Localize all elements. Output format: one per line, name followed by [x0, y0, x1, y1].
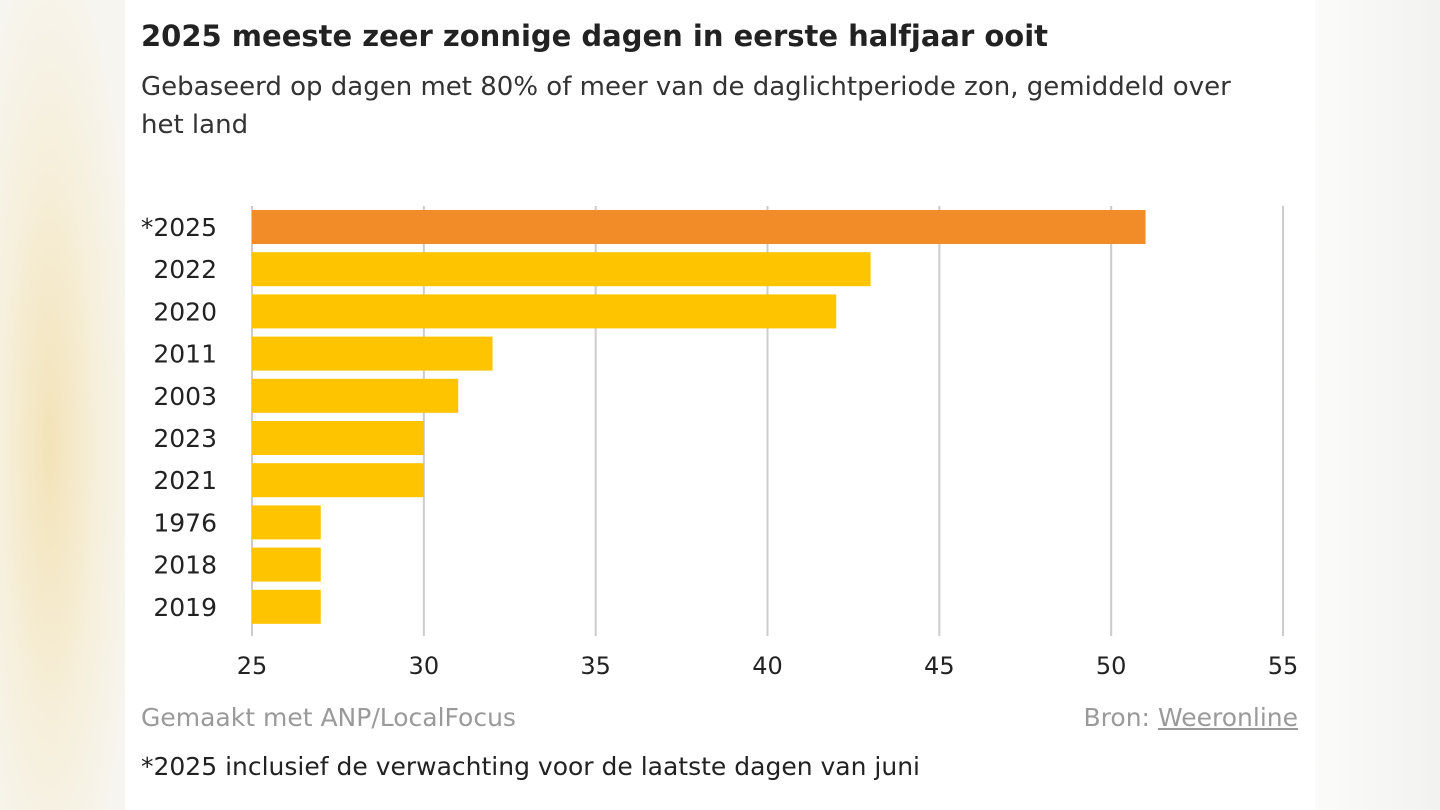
bar-2019	[252, 589, 321, 624]
chart-title: 2025 meeste zeer zonnige dagen in eerste…	[141, 19, 1049, 53]
category-label: 2011	[153, 340, 217, 369]
chart-card: 2025 meeste zeer zonnige dagen in eerste…	[125, 0, 1315, 810]
x-tick-label: 30	[409, 652, 440, 680]
bar-2020	[252, 294, 837, 329]
bar-1976	[252, 505, 321, 540]
category-label: 2022	[153, 255, 217, 284]
category-label: 2021	[153, 466, 217, 495]
bar-2022	[252, 252, 871, 287]
x-tick-labels: 25 30 35 40 45 50 55	[237, 652, 1299, 680]
category-label: 2019	[153, 593, 217, 622]
credit-text: Gemaakt met ANP/LocalFocus	[141, 703, 516, 732]
category-label: 2018	[153, 551, 217, 580]
footnote: *2025 inclusief de verwachting voor de l…	[141, 752, 920, 781]
x-tick-label: 55	[1268, 652, 1299, 680]
background-left	[0, 0, 125, 810]
x-tick-label: 40	[752, 652, 783, 680]
source-line: Bron: Weeronline	[1084, 703, 1298, 732]
bar-2003	[252, 378, 459, 413]
bar-2021	[252, 463, 424, 498]
category-label: *2025	[141, 213, 217, 242]
category-labels: *2025 2022 2020 2011 2003 2023 2021 1976 2018 201…	[141, 213, 217, 622]
bar-2018	[252, 547, 321, 582]
chart-subtitle: Gebaseerd op dagen met 80% of meer van d…	[141, 72, 1231, 140]
bar-2011	[252, 336, 493, 371]
category-label: 2023	[153, 424, 217, 453]
bars	[252, 210, 1146, 624]
x-tick-label: 45	[924, 652, 955, 680]
bar-2023	[252, 421, 424, 455]
source-link[interactable]: Weeronline	[1157, 703, 1298, 732]
bar-star-2025	[252, 210, 1146, 244]
category-label: 2020	[153, 297, 217, 326]
category-label: 2003	[153, 382, 217, 411]
bar-chart: *2025 2022 2020 2011 2003 2023 2021 1976 2018 201…	[141, 206, 1299, 680]
background-right	[1315, 0, 1440, 810]
source-label: Bron:	[1083, 703, 1150, 732]
x-tick-label: 35	[580, 652, 611, 680]
x-tick-label: 50	[1096, 652, 1127, 680]
category-label: 1976	[153, 508, 217, 537]
x-tick-label: 25	[237, 652, 268, 680]
